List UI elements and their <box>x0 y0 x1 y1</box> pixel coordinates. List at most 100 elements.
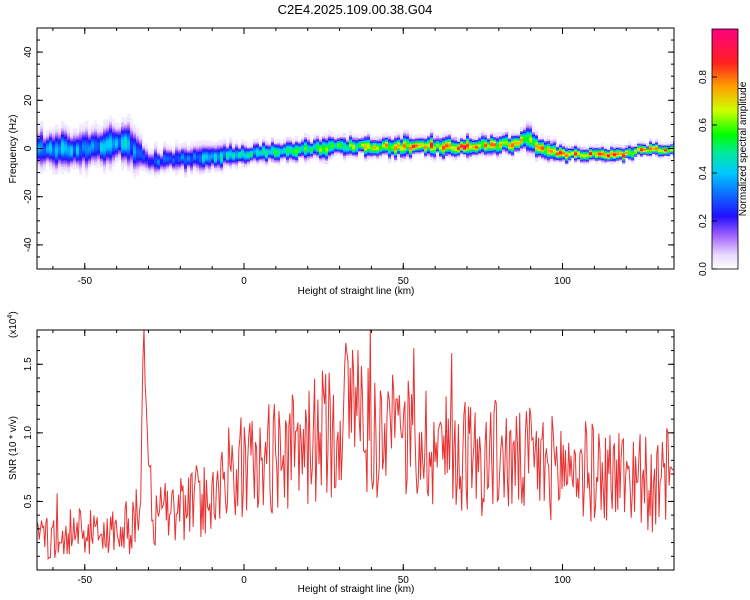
spectrogram-cell <box>70 143 74 147</box>
spectrogram-cell <box>370 148 374 152</box>
spectrogram-cell <box>331 141 335 145</box>
spectrogram-cell <box>199 159 203 163</box>
spectrogram-cell <box>388 138 392 142</box>
spectrogram-cell <box>217 159 221 162</box>
spectrogram-cell <box>286 154 290 158</box>
spectrogram-cell <box>79 171 83 175</box>
spectrogram-cell <box>253 146 257 150</box>
spectrogram-cell <box>73 133 77 137</box>
spectrogram-cell <box>328 151 332 155</box>
spectrogram-cell <box>538 136 542 140</box>
spectrogram-cell <box>583 157 587 161</box>
spectrogram-cell <box>88 135 92 138</box>
spectrogram-cell <box>121 129 125 133</box>
spectrogram-cell <box>160 150 164 153</box>
spectrogram-cell <box>511 154 515 158</box>
spectrogram-cell <box>595 161 599 164</box>
spectrogram-cell <box>103 159 107 163</box>
spectrogram-cell <box>73 135 77 138</box>
spectrogram-cell <box>85 127 89 131</box>
spectrogram-cell <box>106 148 110 152</box>
spectrogram-cell <box>322 146 326 150</box>
spectrogram-cell <box>490 139 494 143</box>
spectrogram-cell <box>553 158 557 162</box>
spectrogram-cell <box>475 156 479 159</box>
spectrogram-cell <box>589 147 593 151</box>
spectrogram-cell <box>667 143 671 146</box>
spectrogram-cell <box>154 144 158 148</box>
spectrogram-cell <box>550 159 554 162</box>
spectrogram-cell <box>661 150 665 153</box>
spectrogram-cell <box>199 152 203 155</box>
spectrogram-cell <box>613 155 617 158</box>
spectrogram-cell <box>517 146 521 150</box>
spectrogram-cell <box>529 146 533 149</box>
spectrogram-cell <box>37 142 41 145</box>
spectrogram-cell <box>487 154 491 158</box>
spectrogram-y-tick-label: 20 <box>23 94 34 106</box>
spectrogram-cell <box>124 137 128 140</box>
spectrogram-cell <box>589 156 593 160</box>
spectrogram-cell <box>484 151 488 154</box>
spectrogram-cell <box>169 149 173 153</box>
spectrogram-cell <box>64 167 68 171</box>
spectrogram-cell <box>361 145 365 149</box>
spectrogram-cell <box>526 138 530 141</box>
spectrogram-cell <box>346 150 350 154</box>
spectrogram-cell <box>163 145 167 149</box>
spectrogram-cell <box>478 151 482 155</box>
spectrogram-cell <box>205 153 209 157</box>
spectrogram-cell <box>154 141 158 145</box>
spectrogram-cell <box>493 153 497 156</box>
spectrogram-cell <box>85 168 89 172</box>
spectrogram-cell <box>127 129 131 133</box>
spectrogram-cell <box>535 159 539 163</box>
spectrogram-cell <box>553 146 557 150</box>
spectrogram-cell <box>202 159 206 163</box>
spectrogram-cell <box>391 151 395 154</box>
spectrogram-cell <box>43 155 47 158</box>
spectrogram-cell <box>400 158 404 162</box>
spectrogram-cell <box>568 154 572 158</box>
spectrogram-cell <box>661 156 665 159</box>
spectrogram-cell <box>544 139 548 143</box>
spectrogram-cell <box>595 148 599 151</box>
spectrogram-cell <box>508 145 512 149</box>
spectrogram-cell <box>241 149 245 153</box>
spectrogram-cell <box>400 146 404 150</box>
spectrogram-cell <box>244 159 248 163</box>
spectrogram-cell <box>193 141 197 144</box>
spectrogram-cell <box>637 145 641 149</box>
spectrogram-cell <box>187 160 191 164</box>
spectrogram-cell <box>541 143 545 147</box>
spectrogram-cell <box>487 141 491 145</box>
spectrogram-cell <box>160 166 164 169</box>
spectrogram-cell <box>658 156 662 160</box>
spectrogram-cell <box>331 139 335 142</box>
spectrogram-cell <box>157 165 161 169</box>
spectrogram-cell <box>454 155 458 159</box>
spectrogram-cell <box>145 152 149 155</box>
spectrogram-cell <box>61 152 65 156</box>
spectrogram-cell <box>76 133 80 136</box>
spectrogram-cell <box>70 164 74 167</box>
spectrogram-cell <box>196 157 200 161</box>
spectrogram-cell <box>541 136 545 140</box>
spectrogram-cell <box>73 143 77 147</box>
spectrogram-cell <box>238 155 242 158</box>
spectrogram-cell <box>454 138 458 141</box>
spectrogram-cell <box>625 155 629 158</box>
spectrogram-cell <box>358 136 362 140</box>
spectrogram-cell <box>58 159 62 163</box>
spectrogram-cell <box>502 133 506 136</box>
spectrogram-cell <box>451 147 455 151</box>
spectrogram-cell <box>565 148 569 151</box>
spectrogram-cell <box>184 166 188 170</box>
spectrogram-cell <box>409 150 413 153</box>
spectrogram-cell <box>517 138 521 141</box>
spectrogram-cell <box>364 159 368 163</box>
spectrogram-cell <box>100 159 104 163</box>
spectrogram-cell <box>439 157 443 160</box>
spectrogram-cell <box>127 165 131 169</box>
